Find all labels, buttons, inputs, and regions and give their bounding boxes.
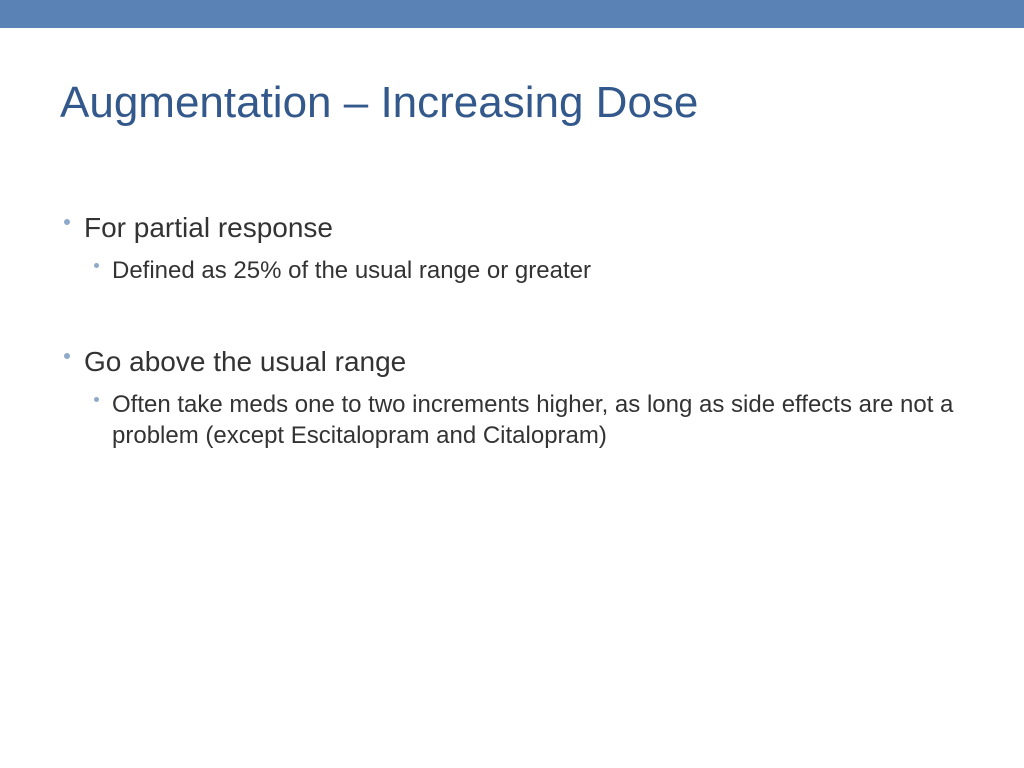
sub-bullet-text: Defined as 25% of the usual range or gre… xyxy=(112,255,964,286)
bullet-dot-icon xyxy=(64,219,70,225)
bullet-dot-icon xyxy=(94,263,99,268)
bullet-text: For partial response xyxy=(84,210,964,245)
slide: Augmentation – Increasing Dose For parti… xyxy=(0,0,1024,768)
sub-bullet-list: Defined as 25% of the usual range or gre… xyxy=(84,255,964,286)
bullet-item: For partial response Defined as 25% of t… xyxy=(60,210,964,286)
bullet-text: Go above the usual range xyxy=(84,344,964,379)
sub-bullet-item: Often take meds one to two increments hi… xyxy=(84,389,964,451)
bullet-dot-icon xyxy=(94,397,99,402)
sub-bullet-text: Often take meds one to two increments hi… xyxy=(112,389,964,451)
slide-title: Augmentation – Increasing Dose xyxy=(60,78,964,128)
sub-bullet-item: Defined as 25% of the usual range or gre… xyxy=(84,255,964,286)
top-accent-bar xyxy=(0,0,1024,28)
sub-bullet-list: Often take meds one to two increments hi… xyxy=(84,389,964,451)
bullet-list: For partial response Defined as 25% of t… xyxy=(60,210,964,452)
bullet-dot-icon xyxy=(64,353,70,359)
bullet-item: Go above the usual range Often take meds… xyxy=(60,344,964,451)
slide-body: For partial response Defined as 25% of t… xyxy=(60,210,964,510)
